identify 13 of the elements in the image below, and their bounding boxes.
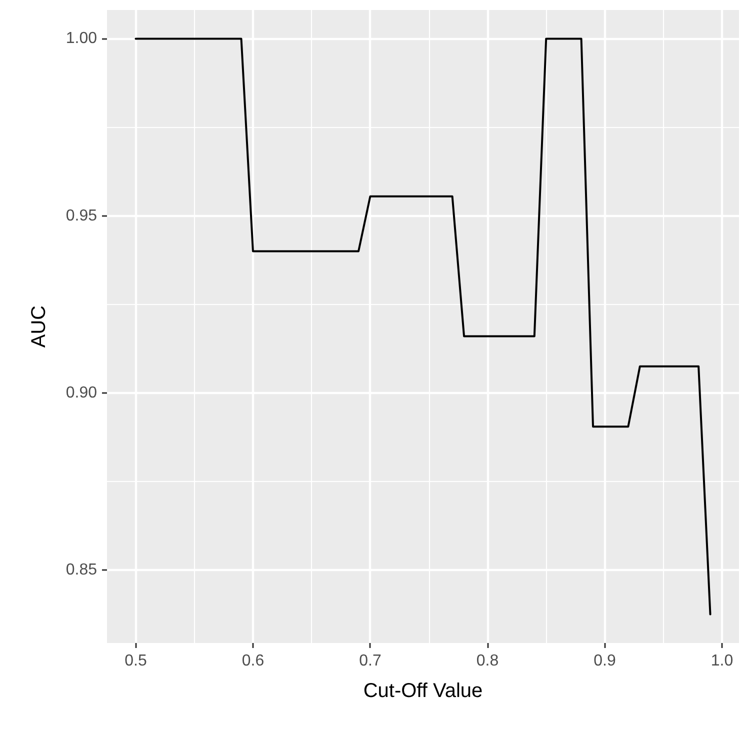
x-tick-label: 0.5 bbox=[124, 652, 147, 670]
y-tick-label: 0.95 bbox=[66, 207, 98, 224]
y-tick-label: 0.85 bbox=[66, 562, 98, 579]
y-axis-title: AUC bbox=[28, 305, 50, 348]
y-tick-label: 1.00 bbox=[66, 30, 98, 48]
x-axis-title: Cut-Off Value bbox=[363, 680, 483, 702]
y-tick-label: 0.90 bbox=[66, 384, 98, 402]
x-tick-label: 0.8 bbox=[476, 652, 499, 670]
x-tick-label: 1.0 bbox=[710, 652, 734, 670]
line-series bbox=[134, 38, 712, 616]
x-tick-label: 0.9 bbox=[594, 652, 616, 670]
x-tick-label: 0.7 bbox=[359, 652, 382, 670]
x-tick-label: 0.6 bbox=[242, 652, 264, 670]
